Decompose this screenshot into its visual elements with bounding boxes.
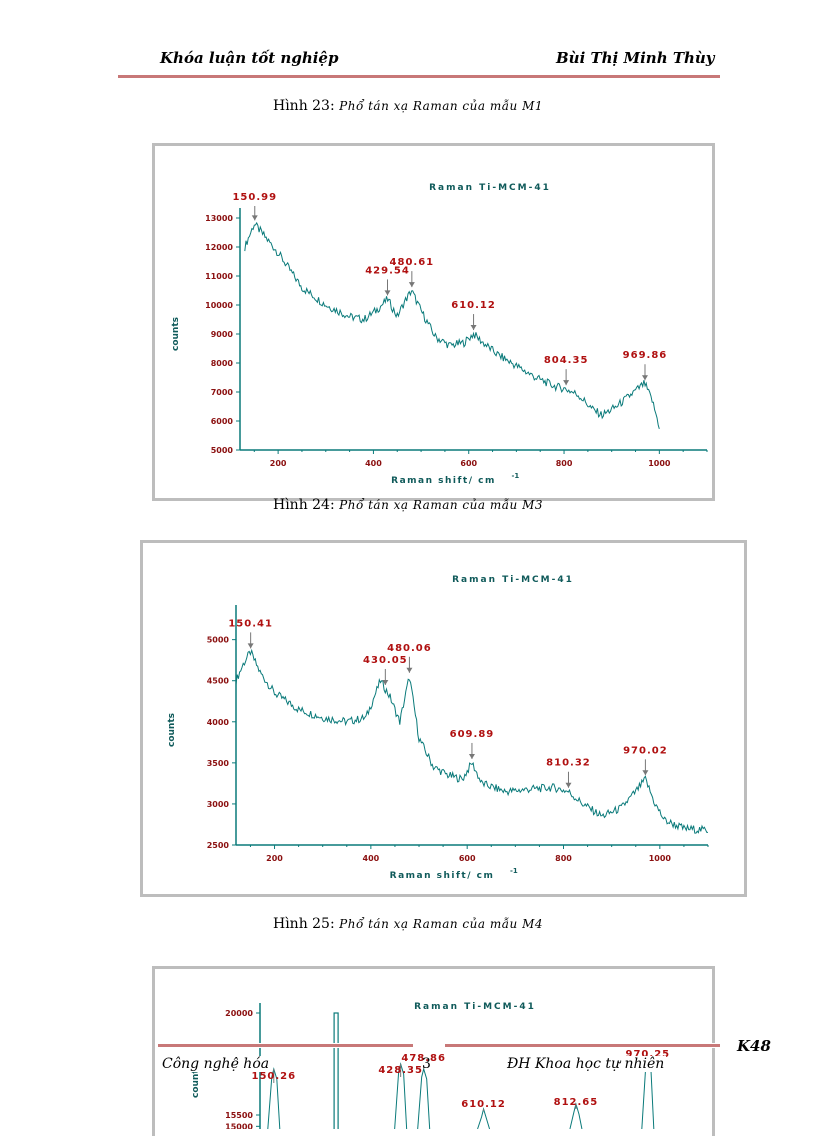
y-tick-label: 6000 <box>211 417 234 426</box>
peak-arrow-head <box>468 753 475 759</box>
header-left: Khóa luận tốt nghiệp <box>160 49 339 67</box>
y-tick-label: 5000 <box>211 446 234 455</box>
x-tick-label: 600 <box>460 459 477 468</box>
peak-label: 812.65 <box>554 1097 599 1108</box>
y-tick-label: 12000 <box>205 243 233 252</box>
peak-arrow-head <box>563 380 570 386</box>
peak-label: 810.32 <box>546 758 591 769</box>
spectrum-line <box>244 221 660 430</box>
peak-arrow-head <box>470 325 477 331</box>
peak-label: 428.35 <box>378 1065 423 1076</box>
caption-fig24: Hình 24: Phổ tán xạ Raman của mẫu M3 <box>272 497 544 513</box>
y-tick-label: 10000 <box>205 301 233 310</box>
peak-label: 480.61 <box>390 257 435 268</box>
peak-label: 969.86 <box>623 350 668 361</box>
spectrum-peak <box>477 1107 491 1130</box>
spectrum-peak <box>417 1067 431 1130</box>
peak-label: 804.35 <box>544 355 589 366</box>
raman-chart-m3: Raman Ti-MCM-41 2500 3000 3500 4000 4500 5000 c… <box>167 575 709 881</box>
peak-arrow-head <box>247 643 254 649</box>
y-axis-label: counts <box>191 1064 201 1098</box>
y-tick-label: 5000 <box>207 636 230 645</box>
footer-rule-right <box>445 1044 720 1047</box>
x-tick-label: 1000 <box>649 854 672 863</box>
y-tick-label: 8000 <box>211 359 234 368</box>
spectrum-line <box>235 648 708 834</box>
x-tick-label: 400 <box>365 459 382 468</box>
peak-label: 150.41 <box>228 618 273 629</box>
y-axis-label: counts <box>171 317 181 351</box>
chart-title: Raman Ti-MCM-41 <box>452 575 574 585</box>
peak-label: 480.06 <box>387 643 432 654</box>
peak-label: 430.05 <box>363 655 408 666</box>
x-tick-label: 600 <box>459 854 476 863</box>
x-tick-label: 200 <box>270 459 287 468</box>
footer-course: K48 <box>737 1037 771 1055</box>
peak-arrow-head <box>406 667 413 673</box>
y-tick-label: 3000 <box>207 800 230 809</box>
peak-label: 970.02 <box>623 745 668 756</box>
x-tick-label: 800 <box>555 854 572 863</box>
peak-arrow-head <box>251 215 258 221</box>
chart-title: Raman Ti-MCM-41 <box>414 1002 536 1012</box>
footer-page-number: 3 <box>422 1056 431 1072</box>
peak-label: 150.26 <box>252 1071 297 1082</box>
peak-label: 150.99 <box>232 192 277 203</box>
y-tick-label: 15500 <box>225 1111 253 1120</box>
y-tick-label: 3500 <box>207 759 230 768</box>
chart-title: Raman Ti-MCM-41 <box>429 183 551 193</box>
caption-text: Phổ tán xạ Raman của mẫu M4 <box>339 917 544 931</box>
y-tick-label: 4000 <box>207 718 230 727</box>
caption-label: Hình 24 <box>272 497 330 513</box>
x-tick-label: 1000 <box>648 459 671 468</box>
peak-label: 610.12 <box>461 1099 506 1110</box>
peak-arrow-head <box>384 290 391 296</box>
y-tick-label: 15000 <box>225 1122 253 1129</box>
raman-chart-m1: Raman Ti-MCM-41 5000 6000 7000 8000 9000 10000… <box>171 183 708 486</box>
caption-label: Hình 25 <box>272 916 330 932</box>
chart-frame-3: Raman Ti-MCM-41 15000 15500 20000 counts 150.… <box>152 966 715 1136</box>
peak-label: 610.12 <box>451 300 496 311</box>
peak-arrow-head <box>382 679 389 685</box>
y-tick-label: 13000 <box>205 214 233 223</box>
y-tick-label: 7000 <box>211 388 234 397</box>
peak-arrow-head <box>565 782 572 788</box>
footer-right: ĐH Khoa học tự nhiên <box>505 1056 667 1072</box>
header-right: Bùi Thị Minh Thùy <box>556 49 715 67</box>
peak-label: 609.89 <box>450 729 495 740</box>
x-axis-label: Raman shift/ cm <box>391 476 496 486</box>
peak-arrow-head <box>408 282 415 288</box>
y-tick-label: 9000 <box>211 330 234 339</box>
x-tick-label: 200 <box>266 854 283 863</box>
caption-label: Hình 23 <box>272 98 330 114</box>
x-tick-label: 800 <box>556 459 573 468</box>
raman-chart-m4: Raman Ti-MCM-41 15000 15500 20000 counts 150.… <box>191 1002 671 1136</box>
chart-frame-2: Raman Ti-MCM-41 2500 3000 3500 4000 4500 5000 c… <box>140 540 747 897</box>
x-axis-label: Raman shift/ cm <box>390 871 495 881</box>
footer-rule-bg <box>158 1043 718 1048</box>
y-tick-label: 20000 <box>225 1009 253 1018</box>
caption-fig23: Hình 23: Phổ tán xạ Raman của mẫu M1 <box>272 98 544 114</box>
y-tick-label: 11000 <box>205 272 233 281</box>
peak-arrow-head <box>641 375 648 381</box>
footer-rule-left <box>158 1044 413 1047</box>
y-axis-label: counts <box>167 713 177 747</box>
caption-fig25: Hình 25: Phổ tán xạ Raman của mẫu M4 <box>272 916 544 932</box>
x-axis-label-superscript: -1 <box>510 867 518 875</box>
footer-left: Công nghệ hóa <box>160 1056 272 1072</box>
header-rule <box>118 75 720 78</box>
y-tick-label: 2500 <box>207 841 230 850</box>
y-tick-label: 4500 <box>207 677 230 686</box>
peak-label: 970.25 <box>626 1049 671 1060</box>
caption-text: Phổ tán xạ Raman của mẫu M1 <box>339 99 544 113</box>
peak-label: 429.54 <box>365 265 410 276</box>
x-axis-label-superscript: -1 <box>512 472 520 480</box>
x-tick-label: 400 <box>363 854 380 863</box>
spectrum-spike <box>333 1012 339 1136</box>
caption-text: Phổ tán xạ Raman của mẫu M3 <box>339 498 544 512</box>
peak-label: 478.86 <box>401 1053 446 1064</box>
peak-arrow-head <box>642 770 649 776</box>
chart-frame-1: Raman Ti-MCM-41 5000 6000 7000 8000 9000 10000… <box>152 143 715 501</box>
